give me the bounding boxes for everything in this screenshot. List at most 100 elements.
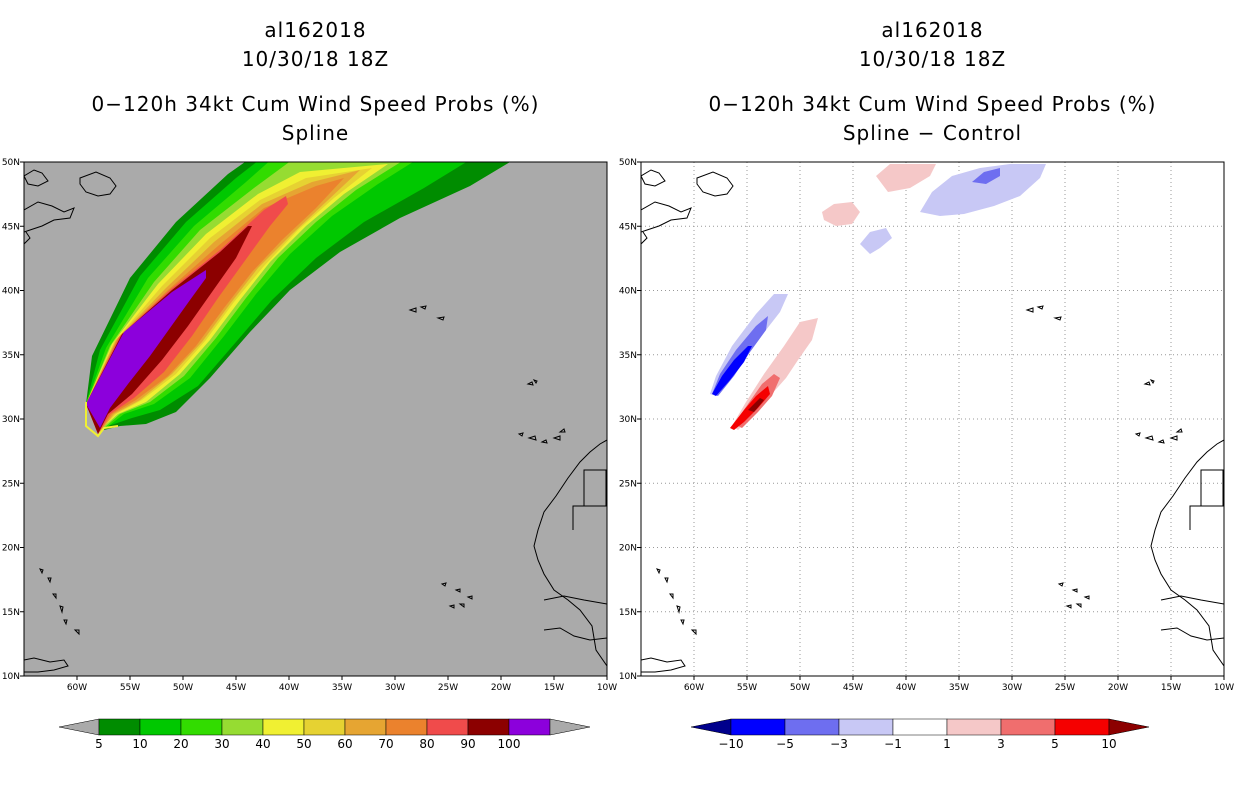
colorbar-label: 10 <box>1101 737 1116 751</box>
lat-tick-label: 50N <box>619 158 637 168</box>
colorbar-low-arrow <box>690 718 732 736</box>
left-axis-ticks: 60W 55W 50W 45W 40W 35W 30W 25W 20W 15W 10W 10N 15N 2… <box>2 158 617 693</box>
lat-tick-label: 40N <box>619 287 637 297</box>
colorbar-high-arrow <box>1108 718 1150 736</box>
colorbar-label: 60 <box>337 737 352 751</box>
lon-tick-label: 35W <box>949 683 969 693</box>
colorbar-label: 1 <box>943 737 951 751</box>
lon-tick-label: 60W <box>67 683 87 693</box>
lon-tick-label: 10W <box>1214 683 1234 693</box>
prob-band-100 <box>86 270 206 428</box>
lon-tick-label: 60W <box>684 683 704 693</box>
colorbar-swatch <box>1054 718 1110 736</box>
colorbar-label: 5 <box>1051 737 1059 751</box>
colorbar-swatch <box>1000 718 1056 736</box>
colorbar-swatch <box>139 718 182 736</box>
right-map-panel: 60W 55W 50W 45W 40W 35W 30W 25W 20W 15W 10W 10N 15N 2… <box>619 158 1234 693</box>
storm-id: al162018 <box>264 18 367 42</box>
lon-tick-label: 30W <box>1002 683 1022 693</box>
colorbar-label: 5 <box>95 737 103 751</box>
colorbar-low-arrow <box>58 718 100 736</box>
right-axis-ticks: 60W 55W 50W 45W 40W 35W 30W 25W 20W 15W 10W 10N 15N 2… <box>619 158 1234 693</box>
forecast-datetime: 10/30/18 18Z <box>241 47 390 71</box>
lat-tick-label: 35N <box>2 351 20 361</box>
diff-negative-north-2 <box>860 228 892 254</box>
product-title: 0−120h 34kt Cum Wind Speed Probs (%) <box>91 92 540 116</box>
lon-tick-label: 50W <box>173 683 193 693</box>
lon-tick-label: 20W <box>1108 683 1128 693</box>
lat-tick-label: 20N <box>2 544 20 554</box>
lat-tick-label: 50N <box>2 158 20 168</box>
lon-tick-label: 35W <box>332 683 352 693</box>
colorbar-label: 80 <box>419 737 434 751</box>
diff-negative-strong <box>712 346 752 396</box>
colorbar-swatch <box>946 718 1002 736</box>
diff-negative-north <box>920 164 1046 216</box>
colorbar-swatch <box>385 718 428 736</box>
left-map-panel: 60W 55W 50W 45W 40W 35W 30W 25W 20W 15W 10W 10N 15N 2… <box>2 158 617 693</box>
lon-tick-label: 25W <box>1055 683 1075 693</box>
lat-tick-label: 10N <box>619 672 637 682</box>
lon-tick-label: 15W <box>544 683 564 693</box>
colorbar-label: −1 <box>884 737 902 751</box>
left-panel-title: al162018 10/30/18 18Z 0−120h 34kt Cum Wi… <box>24 16 607 148</box>
lon-tick-label: 40W <box>279 683 299 693</box>
lon-tick-label: 10W <box>597 683 617 693</box>
colorbar-label: 40 <box>255 737 270 751</box>
right-map-background <box>641 162 1224 676</box>
colorbar-swatch <box>508 718 551 736</box>
colorbar-label: 3 <box>997 737 1005 751</box>
diff-positive-north <box>876 164 936 192</box>
panel-subtitle: Spline <box>281 121 350 145</box>
lon-tick-label: 20W <box>491 683 511 693</box>
colorbar-swatch <box>838 718 894 736</box>
lat-tick-label: 30N <box>619 415 637 425</box>
colorbar-label: −3 <box>830 737 848 751</box>
swath-edge <box>85 402 119 438</box>
colorbar-label: 70 <box>378 737 393 751</box>
lat-tick-label: 40N <box>2 287 20 297</box>
panel-subtitle: Spline − Control <box>842 121 1023 145</box>
right-colorbar: −10 −5 −3 −1 1 3 5 10 <box>690 718 1150 751</box>
lon-tick-label: 45W <box>843 683 863 693</box>
lat-tick-label: 15N <box>619 608 637 618</box>
storm-id: al162018 <box>881 18 984 42</box>
lat-tick-label: 15N <box>2 608 20 618</box>
lat-tick-label: 25N <box>2 479 20 489</box>
colorbar-label: 20 <box>173 737 188 751</box>
diff-negative-north-mid <box>972 168 1000 184</box>
colorbar-label: −10 <box>718 737 743 751</box>
lat-tick-label: 45N <box>2 222 20 232</box>
lon-tick-label: 40W <box>896 683 916 693</box>
colorbar-label: 10 <box>132 737 147 751</box>
colorbar-swatch <box>784 718 840 736</box>
colorbar-label: −5 <box>776 737 794 751</box>
colorbar-label: 30 <box>214 737 229 751</box>
left-colorbar: 5 10 20 30 40 50 60 70 80 90 100 <box>58 718 591 751</box>
colorbar-swatch <box>98 718 141 736</box>
colorbar-swatch <box>262 718 305 736</box>
colorbar-swatch <box>221 718 264 736</box>
lon-tick-label: 30W <box>385 683 405 693</box>
lon-tick-label: 45W <box>226 683 246 693</box>
lat-tick-label: 25N <box>619 479 637 489</box>
right-panel-title: al162018 10/30/18 18Z 0−120h 34kt Cum Wi… <box>641 16 1224 148</box>
diff-positive-max <box>748 398 764 412</box>
lat-tick-label: 45N <box>619 222 637 232</box>
colorbar-swatch <box>892 718 948 736</box>
lon-tick-label: 55W <box>120 683 140 693</box>
lat-tick-label: 30N <box>2 415 20 425</box>
colorbar-swatch <box>344 718 387 736</box>
lon-tick-label: 15W <box>1161 683 1181 693</box>
colorbar-label: 50 <box>296 737 311 751</box>
colorbar-swatch <box>730 718 786 736</box>
colorbar-label: 90 <box>460 737 475 751</box>
colorbar-swatch <box>303 718 346 736</box>
lon-tick-label: 55W <box>737 683 757 693</box>
diff-positive-north-2 <box>822 202 860 226</box>
lon-tick-label: 25W <box>438 683 458 693</box>
colorbar-swatch <box>426 718 469 736</box>
lon-tick-label: 50W <box>790 683 810 693</box>
colorbar-swatch <box>180 718 223 736</box>
